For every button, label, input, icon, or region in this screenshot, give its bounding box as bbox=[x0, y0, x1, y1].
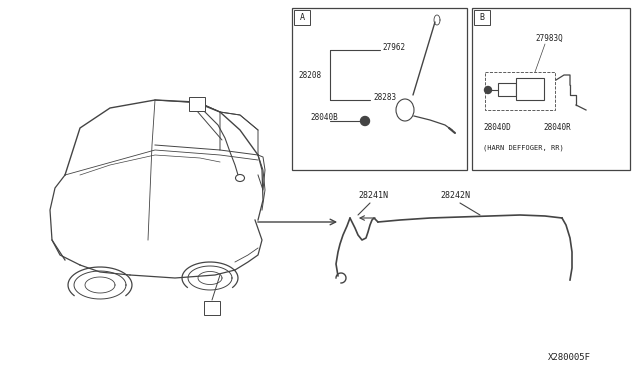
Bar bbox=[485, 72, 555, 110]
Text: 27962: 27962 bbox=[382, 42, 405, 51]
Text: 28242N: 28242N bbox=[440, 192, 470, 201]
Text: 28040D: 28040D bbox=[483, 124, 511, 132]
FancyBboxPatch shape bbox=[474, 10, 490, 25]
Bar bbox=[292, 8, 467, 170]
Text: B: B bbox=[210, 305, 214, 314]
Text: B: B bbox=[479, 13, 484, 22]
Text: 28040R: 28040R bbox=[543, 124, 571, 132]
Text: 28208: 28208 bbox=[298, 71, 321, 80]
Text: X280005F: X280005F bbox=[548, 353, 591, 362]
Text: A: A bbox=[195, 100, 199, 109]
Text: 28040B: 28040B bbox=[310, 113, 338, 122]
Text: A: A bbox=[300, 13, 305, 22]
FancyBboxPatch shape bbox=[204, 301, 220, 315]
Text: 28283: 28283 bbox=[373, 93, 396, 102]
FancyBboxPatch shape bbox=[189, 97, 205, 111]
Text: 27983Q: 27983Q bbox=[535, 33, 563, 42]
Ellipse shape bbox=[236, 174, 244, 182]
Circle shape bbox=[484, 87, 492, 93]
Text: (HARN DEFFOGER, RR): (HARN DEFFOGER, RR) bbox=[483, 145, 564, 151]
Bar bbox=[472, 8, 630, 170]
FancyBboxPatch shape bbox=[294, 10, 310, 25]
Circle shape bbox=[360, 116, 369, 125]
Text: 28241N: 28241N bbox=[358, 192, 388, 201]
Bar bbox=[516, 78, 544, 100]
Bar bbox=[498, 83, 516, 96]
Ellipse shape bbox=[396, 99, 414, 121]
